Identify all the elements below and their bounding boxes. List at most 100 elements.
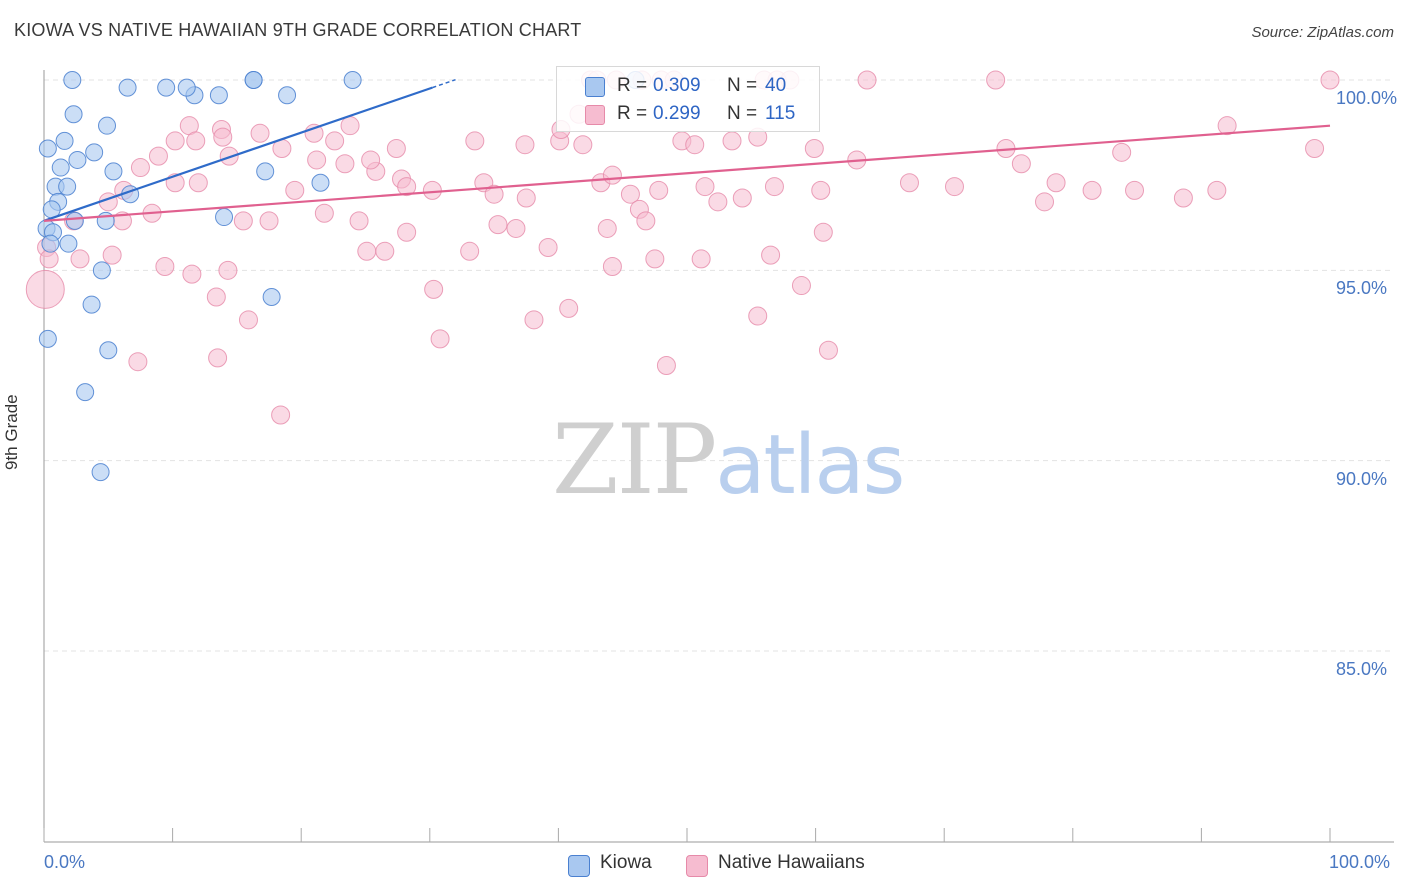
native-hawaiian-point[interactable] (1207, 180, 1227, 200)
native-hawaiian-point[interactable] (818, 340, 838, 360)
native-hawaiian-point[interactable] (271, 405, 291, 425)
native-hawaiian-point[interactable] (506, 218, 526, 238)
kiowa-point[interactable] (85, 143, 104, 162)
native-hawaiian-point[interactable] (524, 310, 544, 330)
native-hawaiian-point[interactable] (386, 139, 406, 159)
native-hawaiian-point[interactable] (1125, 180, 1145, 200)
native-hawaiian-point[interactable] (361, 150, 381, 170)
kiowa-point[interactable] (99, 341, 118, 360)
kiowa-point[interactable] (58, 177, 77, 196)
native-hawaiian-point[interactable] (165, 131, 185, 151)
native-hawaiian-point[interactable] (213, 127, 233, 147)
native-hawaiian-point[interactable] (602, 257, 622, 277)
native-hawaiian-point[interactable] (340, 116, 360, 136)
native-hawaiian-point[interactable] (857, 70, 877, 90)
native-hawaiian-point[interactable] (208, 348, 228, 368)
kiowa-point[interactable] (82, 295, 101, 314)
native-hawaiian-point[interactable] (656, 356, 676, 375)
kiowa-point[interactable] (311, 173, 330, 192)
native-hawaiian-point[interactable] (186, 131, 206, 151)
native-hawaiian-point[interactable] (691, 249, 711, 269)
kiowa-point[interactable] (64, 105, 83, 124)
kiowa-point[interactable] (76, 383, 95, 402)
native-hawaiian-point[interactable] (811, 180, 831, 200)
native-hawaiian-point[interactable] (944, 177, 964, 197)
native-hawaiian-point[interactable] (559, 298, 579, 318)
native-hawaiian-point[interactable] (732, 188, 752, 208)
native-hawaiian-point[interactable] (620, 184, 640, 204)
native-hawaiian-point[interactable] (430, 329, 450, 349)
native-hawaiian-point[interactable] (602, 165, 622, 185)
kiowa-point[interactable] (157, 78, 176, 97)
native-hawaiian-point[interactable] (1082, 180, 1102, 200)
native-hawaiian-point[interactable] (1046, 173, 1066, 193)
kiowa-point[interactable] (68, 150, 87, 169)
native-hawaiian-point[interactable] (748, 306, 768, 326)
native-hawaiian-point[interactable] (375, 241, 395, 261)
native-hawaiian-point[interactable] (1320, 70, 1340, 90)
native-hawaiian-point[interactable] (645, 249, 665, 269)
native-hawaiian-point[interactable] (314, 203, 334, 223)
kiowa-point[interactable] (104, 162, 123, 181)
native-hawaiian-point[interactable] (206, 287, 226, 307)
native-hawaiian-point[interactable] (422, 180, 442, 200)
native-hawaiian-point[interactable] (515, 135, 535, 155)
native-hawaiian-point[interactable] (488, 215, 508, 235)
kiowa-point[interactable] (38, 139, 57, 158)
kiowa-point[interactable] (98, 116, 117, 135)
native-hawaiian-point[interactable] (685, 135, 705, 155)
kiowa-point[interactable] (343, 71, 362, 89)
native-hawaiian-point[interactable] (155, 257, 175, 277)
native-hawaiian-point[interactable] (538, 237, 558, 257)
native-hawaiian-point[interactable] (484, 184, 504, 204)
native-hawaiian-point[interactable] (259, 211, 279, 231)
kiowa-point[interactable] (38, 329, 57, 348)
native-hawaiian-point[interactable] (424, 279, 444, 299)
native-hawaiian-point[interactable] (238, 310, 258, 330)
kiowa-point[interactable] (51, 158, 70, 177)
native-hawaiian-point[interactable] (285, 180, 305, 200)
kiowa-point[interactable] (91, 463, 110, 482)
native-hawaiian-point[interactable] (128, 352, 148, 372)
native-hawaiian-point[interactable] (233, 211, 253, 231)
native-hawaiian-point[interactable] (307, 150, 327, 170)
native-hawaiian-point[interactable] (761, 245, 781, 265)
native-hawaiian-point[interactable] (722, 131, 742, 151)
native-hawaiian-point[interactable] (1217, 116, 1237, 136)
kiowa-point[interactable] (177, 78, 196, 97)
native-hawaiian-point[interactable] (708, 192, 728, 212)
native-hawaiian-point[interactable] (695, 177, 715, 197)
native-hawaiian-point[interactable] (573, 135, 593, 155)
native-hawaiian-point[interactable] (813, 222, 833, 242)
kiowa-point[interactable] (41, 234, 60, 253)
native-hawaiian-point[interactable] (1112, 142, 1132, 162)
native-hawaiian-point[interactable] (899, 173, 919, 193)
native-hawaiian-point[interactable] (397, 222, 417, 242)
kiowa-point[interactable] (278, 86, 297, 105)
native-hawaiian-point[interactable] (764, 177, 784, 197)
kiowa-point[interactable] (65, 211, 84, 230)
native-hawaiian-point[interactable] (70, 249, 90, 269)
native-hawaiian-point[interactable] (397, 177, 417, 197)
native-hawaiian-point[interactable] (219, 146, 239, 166)
native-hawaiian-point[interactable] (148, 146, 168, 166)
native-hawaiian-point[interactable] (325, 131, 345, 151)
native-hawaiian-point[interactable] (349, 211, 369, 231)
kiowa-point[interactable] (63, 71, 82, 89)
native-hawaiian-point[interactable] (25, 269, 65, 309)
kiowa-point[interactable] (209, 86, 228, 105)
native-hawaiian-point[interactable] (1035, 192, 1055, 212)
native-hawaiian-point[interactable] (791, 276, 811, 296)
native-hawaiian-point[interactable] (597, 218, 617, 238)
kiowa-point[interactable] (55, 131, 74, 150)
kiowa-point[interactable] (262, 287, 281, 306)
kiowa-point[interactable] (118, 78, 137, 97)
native-hawaiian-point[interactable] (102, 245, 122, 265)
native-hawaiian-point[interactable] (218, 260, 238, 280)
native-hawaiian-point[interactable] (130, 158, 150, 178)
native-hawaiian-point[interactable] (460, 241, 480, 261)
native-hawaiian-point[interactable] (39, 249, 59, 269)
native-hawaiian-point[interactable] (804, 139, 824, 159)
kiowa-point[interactable] (92, 261, 111, 280)
native-hawaiian-point[interactable] (636, 211, 656, 231)
